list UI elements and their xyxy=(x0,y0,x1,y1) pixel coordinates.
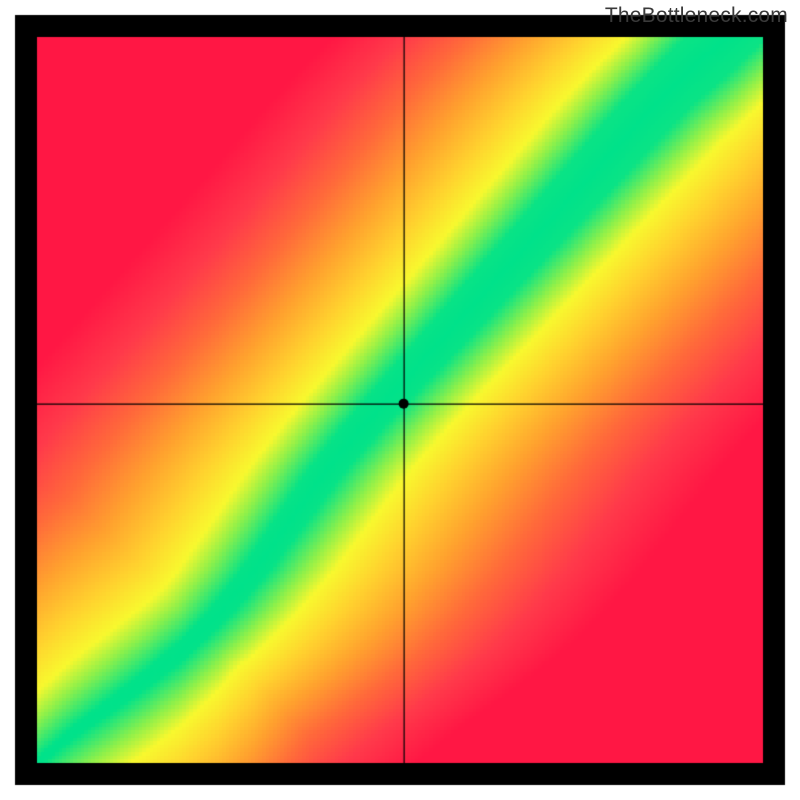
bottleneck-heatmap-canvas xyxy=(0,0,800,800)
chart-container: TheBottleneck.com xyxy=(0,0,800,800)
attribution-label: TheBottleneck.com xyxy=(605,4,788,28)
